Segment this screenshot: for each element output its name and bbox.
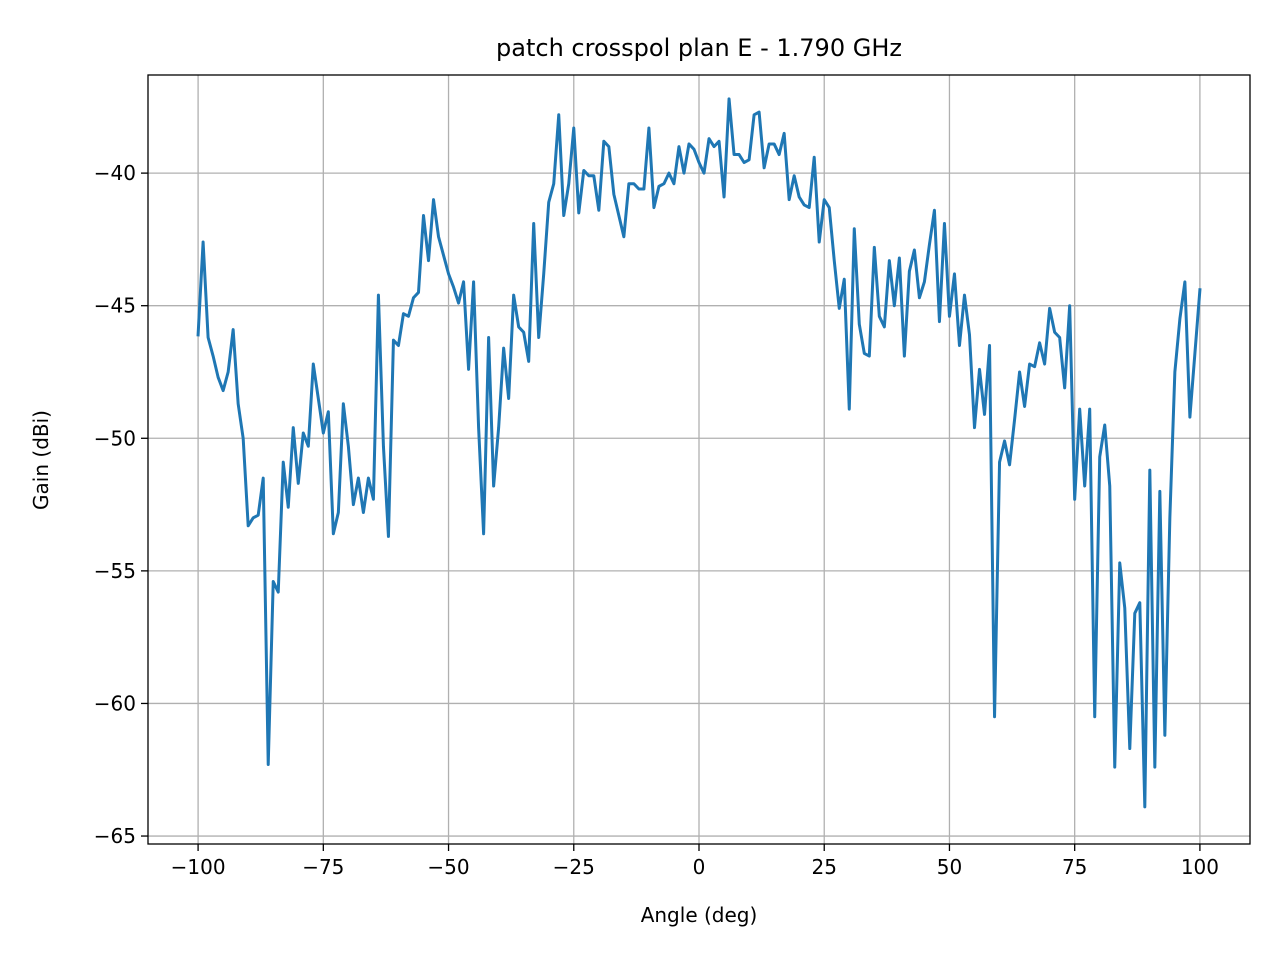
series-layer — [196, 97, 1202, 809]
y-axis: −65 −60 −55 −50 −45 −40 — [94, 161, 148, 848]
x-tick-label: 50 — [937, 855, 962, 879]
x-axis-label: Angle (deg) — [641, 903, 758, 927]
x-tick-label: −75 — [302, 855, 344, 879]
y-tick-label: −50 — [94, 426, 136, 450]
series-line — [196, 97, 1202, 809]
y-axis-label: Gain (dBi) — [29, 410, 53, 510]
chart-title: patch crosspol plan E - 1.790 GHz — [496, 34, 902, 62]
y-tick-label: −45 — [94, 294, 136, 318]
x-tick-label: −100 — [171, 855, 226, 879]
x-tick-label: 100 — [1181, 855, 1219, 879]
y-tick-label: −60 — [94, 691, 136, 715]
x-axis: −100 −75 −50 −25 0 25 50 75 100 — [171, 844, 1219, 879]
x-tick-label: −50 — [427, 855, 469, 879]
y-tick-label: −65 — [94, 824, 136, 848]
x-tick-label: 25 — [812, 855, 837, 879]
grid — [148, 75, 1250, 844]
x-tick-label: 75 — [1062, 855, 1087, 879]
x-tick-label: 0 — [693, 855, 706, 879]
y-tick-label: −55 — [94, 559, 136, 583]
x-tick-label: −25 — [553, 855, 595, 879]
y-tick-label: −40 — [94, 161, 136, 185]
